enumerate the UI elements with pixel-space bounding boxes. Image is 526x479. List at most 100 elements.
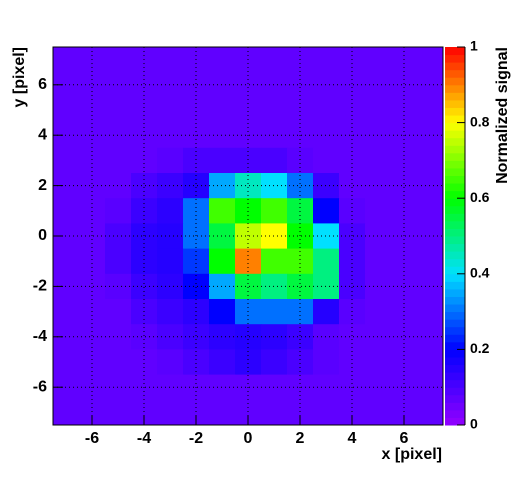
heatmap-cell [157, 399, 184, 426]
heatmap-cell [417, 273, 444, 300]
heatmap-cell [365, 97, 392, 124]
heatmap-cell [417, 72, 444, 98]
heatmap-cell [261, 273, 288, 300]
colorbar-step [445, 137, 465, 146]
heatmap-cell [313, 173, 340, 199]
heatmap-cell [339, 349, 366, 376]
heatmap-cell [417, 349, 444, 376]
heatmap-cell [261, 223, 288, 250]
colorbar-step [445, 409, 465, 418]
colorbar-step [445, 160, 465, 169]
heatmap-cell [365, 198, 392, 224]
heatmap-cell [209, 72, 236, 98]
colorbar-tick-label: 0.6 [470, 189, 490, 205]
colorbar-step [445, 183, 465, 192]
heatmap-cell [313, 324, 340, 350]
heatmap-cell [209, 147, 236, 174]
heatmap-cell [183, 147, 210, 174]
heatmap-cell [313, 97, 340, 124]
heatmap-cell [209, 173, 236, 199]
heatmap-cell [261, 72, 288, 98]
heatmap-cell [313, 198, 340, 224]
heatmap-cell [79, 147, 106, 174]
heatmap-cell [157, 122, 184, 149]
heatmap-cell [209, 122, 236, 149]
colorbar-step [445, 402, 465, 411]
colorbar-step [445, 281, 465, 290]
heatmap-cell [313, 299, 340, 325]
colorbar-step [445, 175, 465, 184]
heatmap-cell [105, 299, 132, 325]
x-axis-label: x [pixel] [382, 446, 442, 463]
colorbar-step [445, 115, 465, 124]
colorbar-step [445, 122, 465, 131]
colorbar-step [445, 356, 465, 366]
heatmap-cell [313, 147, 340, 174]
colorbar-tick-label: 0.2 [470, 340, 490, 356]
heatmap-cell [105, 173, 132, 199]
heatmap-cell [131, 349, 158, 376]
x-tick-label: 0 [244, 430, 253, 447]
heatmap-cell [105, 223, 132, 250]
heatmap-cell [261, 324, 288, 350]
colorbar-step [445, 243, 465, 252]
y-tick-label: 6 [38, 76, 47, 93]
heatmap-cell [131, 248, 158, 275]
heatmap-cell [105, 399, 132, 426]
heatmap-cell [209, 223, 236, 250]
heatmap-cell [157, 198, 184, 224]
heatmap-cell [313, 223, 340, 250]
heatmap-cell [261, 299, 288, 325]
heatmap-cell [365, 147, 392, 174]
y-tick-label: 0 [38, 227, 47, 244]
heatmap-cell [105, 72, 132, 98]
colorbar-step [445, 152, 465, 161]
colorbar-step [445, 341, 465, 350]
colorbar-step [445, 213, 465, 222]
x-tick-label: -2 [189, 430, 203, 447]
heatmap-cell [183, 97, 210, 124]
heatmap-cell [53, 349, 80, 376]
heatmap-cell [313, 122, 340, 149]
colorbar-step [445, 220, 465, 229]
colorbar-step [445, 62, 465, 71]
colorbar-tick-label: 0.8 [470, 113, 490, 129]
heatmap-cell [287, 248, 314, 275]
colorbar-step [445, 69, 465, 78]
heatmap-cell [261, 97, 288, 124]
heatmap-cell [417, 374, 444, 401]
heatmap-cell [53, 299, 80, 325]
heatmap-cell [365, 324, 392, 350]
colorbar-step [445, 54, 465, 63]
colorbar-step [445, 130, 465, 139]
heatmap-cell [105, 97, 132, 124]
y-tick-label: 4 [38, 126, 47, 143]
heatmap-cell [261, 147, 288, 174]
heatmap-cell [417, 299, 444, 325]
heatmap-cell [339, 248, 366, 275]
colorbar-step [445, 304, 465, 313]
heatmap-cell [53, 198, 80, 224]
heatmap-cell [261, 349, 288, 376]
colorbar-step [445, 379, 465, 388]
colorbar-step [445, 326, 465, 335]
colorbar-step [445, 334, 465, 343]
colorbar-step [445, 84, 465, 93]
y-tick-label: -6 [33, 378, 47, 395]
heatmap-cell [313, 273, 340, 300]
heatmap-cell [209, 97, 236, 124]
colorbar-step [445, 205, 465, 214]
colorbar-tick-label: 0 [470, 416, 478, 432]
heatmap-cell [365, 299, 392, 325]
x-tick-label: 4 [348, 430, 357, 447]
heatmap-cell [157, 374, 184, 401]
heatmap-cell [313, 47, 340, 73]
heatmap-cell [209, 273, 236, 300]
colorbar-step [445, 228, 465, 237]
colorbar-step [445, 47, 465, 56]
heatmap-cell [157, 47, 184, 73]
colorbar-step [445, 77, 465, 86]
heatmap-cell [157, 173, 184, 199]
x-tick-label: 2 [296, 430, 305, 447]
